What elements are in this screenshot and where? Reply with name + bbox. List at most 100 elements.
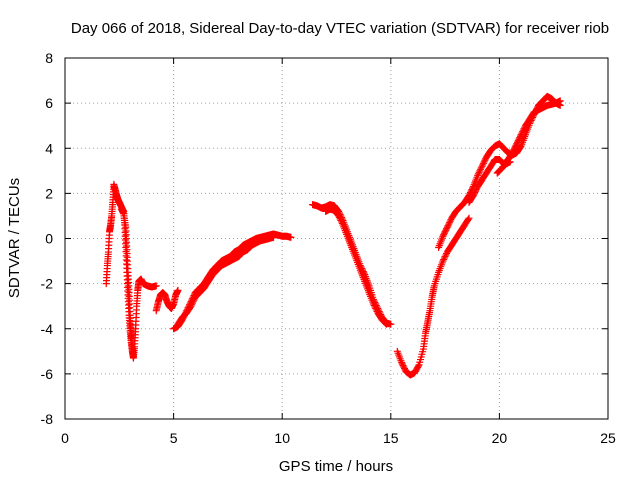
data-point [465,214,473,222]
data-point [440,256,448,264]
data-point [446,217,454,225]
data-point [152,282,160,290]
data-point [511,143,519,151]
data-point [372,304,380,312]
x-axis-label: GPS time / hours [279,458,393,475]
data-point [509,147,517,155]
data-point [517,131,525,139]
data-point [372,306,380,314]
data-point [470,190,478,198]
data-point [519,128,527,136]
data-point [520,125,528,133]
y-tick-label: -8 [41,411,54,427]
data-point [187,302,195,310]
x-tick-label: 10 [274,430,290,446]
y-tick-label: -2 [41,276,54,292]
data-point [472,187,480,195]
data-point [441,253,449,261]
data-point [414,362,422,370]
data-point [476,167,484,175]
data-point [336,215,344,223]
data-point [398,359,406,367]
data-point [464,215,472,223]
x-axis: 0 5 10 15 20 25 [61,58,616,446]
data-point [443,225,451,233]
data-point [442,251,450,259]
data-point [506,158,514,166]
data-point [338,218,346,226]
data-point [270,233,278,241]
chart-title: Day 066 of 2018, Sidereal Day-to-day VTE… [71,20,609,37]
data-point [400,363,408,371]
data-point [474,171,482,179]
data-point [399,362,407,370]
data-point [445,220,453,228]
data-point [480,158,488,166]
data-point [338,219,346,227]
data-point [190,296,198,304]
x-tick-label: 0 [61,430,69,446]
data-point [382,320,390,328]
data-point [188,301,196,309]
y-axis: -8 -6 -4 -2 0 2 4 6 8 [41,50,608,427]
data-point [556,97,564,105]
data-point [443,223,451,231]
grid [65,58,608,419]
data-point [479,161,487,169]
data-point [479,159,487,167]
x-tick-label: 5 [170,430,178,446]
data-point [382,319,390,327]
data-point [398,360,406,368]
data-point [471,189,479,197]
data-point [445,219,453,227]
data-point [518,129,526,137]
x-tick-label: 25 [600,430,616,446]
data-point [369,300,377,308]
data-point [335,213,343,221]
y-axis-label: SDTVAR / TECUs [6,178,23,298]
data-point [287,233,295,241]
data-point [508,149,516,157]
data-point [381,319,389,327]
data-point [481,156,489,164]
data-point [475,168,483,176]
y-tick-label: 4 [45,140,53,156]
data-point [477,165,485,173]
data-point [474,170,482,178]
data-point [439,257,447,265]
data-point [189,298,197,306]
data-point [370,301,378,309]
plot-frame [64,57,609,420]
y-tick-label: 0 [45,231,53,247]
data-point [174,286,182,294]
data-point [477,164,485,172]
y-tick-label: -6 [41,366,54,382]
data-point [515,135,523,143]
data-points [102,92,564,379]
data-point [444,222,452,230]
data-point [440,229,448,237]
data-point [514,137,522,145]
data-point [440,254,448,262]
data-point [441,228,449,236]
x-tick-label: 15 [383,430,399,446]
data-point [442,226,450,234]
data-point [512,141,520,149]
data-point [129,352,137,360]
y-tick-label: -4 [41,321,54,337]
data-point [335,212,343,220]
data-point [439,232,447,240]
data-point [513,140,521,148]
data-point [519,126,527,134]
data-point [510,146,518,154]
data-point [371,303,379,311]
x-tick-label: 20 [492,430,508,446]
data-point [440,231,448,239]
data-point [511,144,519,152]
data-point [469,192,477,200]
y-tick-label: 6 [45,95,53,111]
y-tick-label: 2 [45,185,53,201]
data-point [478,162,486,170]
data-point [188,299,196,307]
